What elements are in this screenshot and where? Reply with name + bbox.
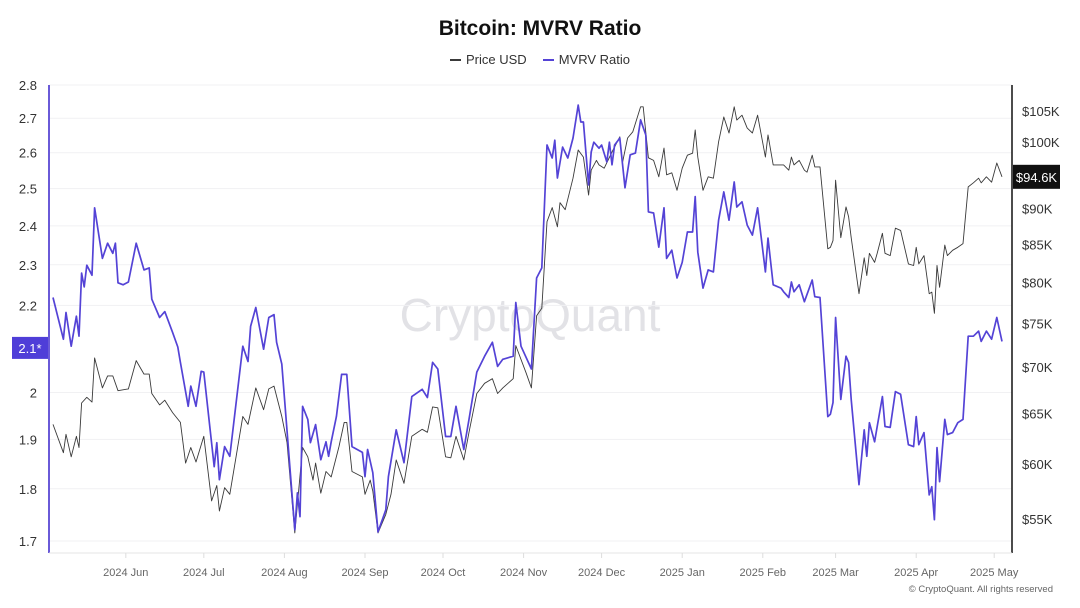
left-tick-label: 2.3 — [19, 258, 37, 273]
x-tick-label: 2025 Feb — [740, 567, 786, 579]
left-tick-label: 1.8 — [19, 482, 37, 497]
right-tick-label: $80K — [1022, 276, 1053, 291]
legend-label-price: Price USD — [466, 52, 527, 67]
left-tick-label: 2.6 — [19, 146, 37, 161]
right-tick-label: $60K — [1022, 457, 1053, 472]
legend-item-price[interactable]: Price USD — [450, 52, 527, 67]
chart-title: Bitcoin: MVRV Ratio — [438, 17, 642, 40]
x-tick-label: 2024 Sep — [341, 567, 388, 579]
x-tick-label: 2025 Apr — [894, 567, 938, 579]
right-tick-label: $90K — [1022, 201, 1053, 216]
legend-item-mvrv[interactable]: MVRV Ratio — [542, 52, 630, 67]
legend-swatch-mvrv — [542, 58, 554, 61]
copyright-footer: © CryptoQuant. All rights reserved — [908, 584, 1053, 595]
left-tick-label: 2.5 — [19, 182, 37, 197]
x-tick-label: 2025 May — [970, 567, 1019, 579]
watermark: CryptoQuant — [400, 289, 661, 341]
x-tick-label: 2025 Jan — [660, 567, 705, 579]
mvrv-current-value: 2.1* — [18, 341, 41, 356]
legend-swatch-price — [450, 58, 461, 61]
x-tick-label: 2024 Nov — [500, 567, 548, 579]
x-tick-label: 2025 Mar — [812, 567, 859, 579]
right-tick-label: $70K — [1022, 360, 1053, 375]
x-tick-label: 2024 Dec — [578, 567, 626, 579]
left-tick-label: 2.8 — [19, 78, 37, 93]
right-tick-label: $100K — [1022, 135, 1060, 150]
series-line-mvrv-ratio — [52, 104, 1003, 533]
right-tick-label: $75K — [1022, 316, 1053, 331]
right-tick-label: $105K — [1022, 104, 1060, 119]
legend-label-mvrv: MVRV Ratio — [558, 52, 630, 67]
x-tick-label: 2024 Jul — [183, 567, 225, 579]
left-tick-label: 2.2 — [19, 298, 37, 313]
x-tick-label: 2024 Jun — [103, 567, 148, 579]
x-tick-label: 2024 Oct — [421, 567, 466, 579]
mvrv-current-badge — [12, 336, 48, 359]
legend: Price USD MVRV Ratio — [0, 52, 1080, 67]
right-tick-label: $85K — [1022, 237, 1053, 252]
right-tick-label: $65K — [1022, 407, 1053, 422]
series-line-price-usd — [52, 106, 1003, 534]
price-current-value: $94.6K — [1016, 170, 1058, 185]
x-tick-label: 2024 Aug — [261, 567, 308, 579]
left-tick-label: 2 — [30, 385, 37, 400]
left-tick-label: 1.9 — [19, 432, 37, 447]
right-tick-label: $55K — [1022, 512, 1053, 527]
left-tick-label: 2.4 — [19, 219, 37, 234]
left-tick-label: 1.7 — [19, 534, 37, 549]
left-tick-label: 2.7 — [19, 111, 37, 126]
price-current-badge — [1013, 164, 1060, 189]
